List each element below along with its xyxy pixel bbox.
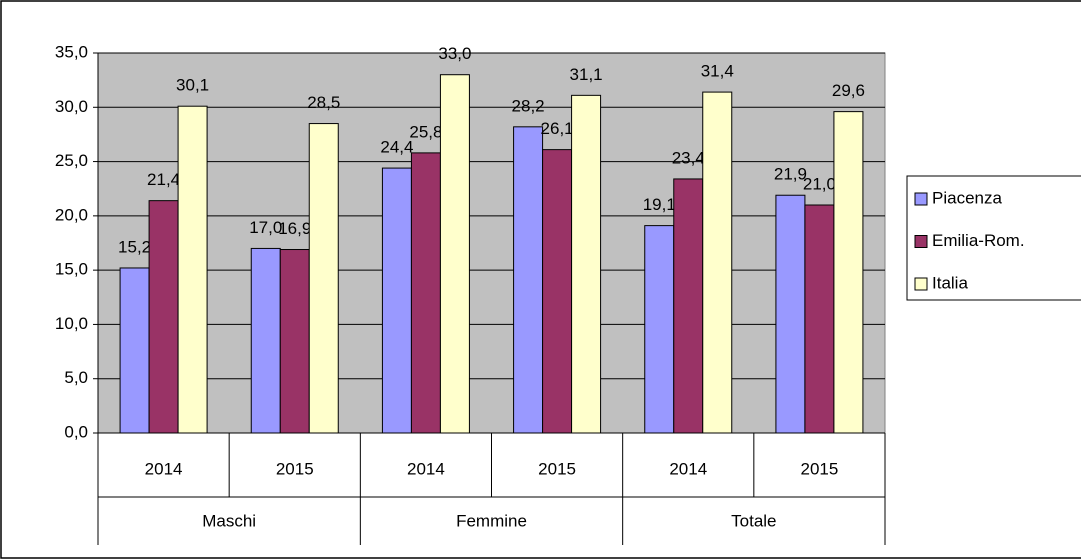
bar — [571, 94, 602, 434]
value-label: 15,2 — [118, 237, 151, 256]
bar — [308, 123, 339, 434]
value-label: 30,1 — [176, 76, 209, 95]
bar — [279, 249, 310, 434]
legend-label: Italia — [932, 273, 968, 292]
value-label: 28,5 — [307, 93, 340, 112]
legend-swatch — [914, 277, 928, 291]
value-label: 31,4 — [701, 62, 734, 81]
group-label: Maschi — [202, 511, 256, 530]
value-label: 21,4 — [147, 170, 180, 189]
x-tick-label: 2014 — [407, 459, 445, 478]
value-label: 17,0 — [249, 218, 282, 237]
value-label: 16,9 — [278, 219, 311, 238]
value-label: 19,1 — [643, 195, 676, 214]
group-label: Totale — [731, 511, 776, 530]
value-label: 33,0 — [438, 44, 471, 63]
bar — [804, 204, 835, 434]
plot-area — [97, 52, 886, 434]
bar — [177, 105, 208, 434]
legend-swatch — [914, 235, 928, 248]
bar — [673, 178, 704, 434]
bar — [775, 194, 806, 434]
bar — [644, 225, 675, 434]
bar — [381, 167, 412, 434]
y-tick-label: 0,0 — [64, 422, 88, 441]
y-tick-label: 15,0 — [55, 260, 88, 279]
value-label: 28,2 — [512, 96, 545, 115]
legend-label: Piacenza — [932, 188, 1002, 207]
bar — [513, 126, 544, 434]
legend-label: Emilia-Rom. — [932, 231, 1025, 250]
value-label: 26,1 — [541, 119, 574, 138]
y-tick-label: 5,0 — [64, 368, 88, 387]
bar — [702, 91, 733, 434]
y-tick-label: 30,0 — [55, 97, 88, 116]
legend — [906, 175, 1081, 301]
bar — [542, 149, 573, 434]
bar — [250, 247, 281, 434]
bar — [833, 111, 864, 434]
bar — [439, 74, 470, 434]
value-label: 31,1 — [570, 65, 603, 84]
value-label: 29,6 — [832, 81, 865, 100]
x-tick-label: 2015 — [801, 459, 839, 478]
x-tick-label: 2015 — [538, 459, 576, 478]
value-label: 24,4 — [380, 138, 413, 157]
value-label: 21,0 — [803, 174, 836, 193]
bar — [148, 200, 179, 434]
value-label: 21,9 — [774, 165, 807, 184]
x-tick-label: 2014 — [145, 459, 183, 478]
y-tick-label: 35,0 — [55, 42, 88, 61]
bar — [410, 152, 441, 434]
x-tick-label: 2014 — [669, 459, 707, 478]
value-label: 25,8 — [409, 122, 442, 141]
value-label: 23,4 — [672, 148, 705, 167]
group-label: Femmine — [456, 511, 527, 530]
y-tick-label: 20,0 — [55, 205, 88, 224]
legend-swatch — [914, 192, 928, 206]
bar — [119, 267, 150, 434]
x-tick-label: 2015 — [276, 459, 314, 478]
y-tick-label: 25,0 — [55, 151, 88, 170]
y-tick-label: 10,0 — [55, 314, 88, 333]
